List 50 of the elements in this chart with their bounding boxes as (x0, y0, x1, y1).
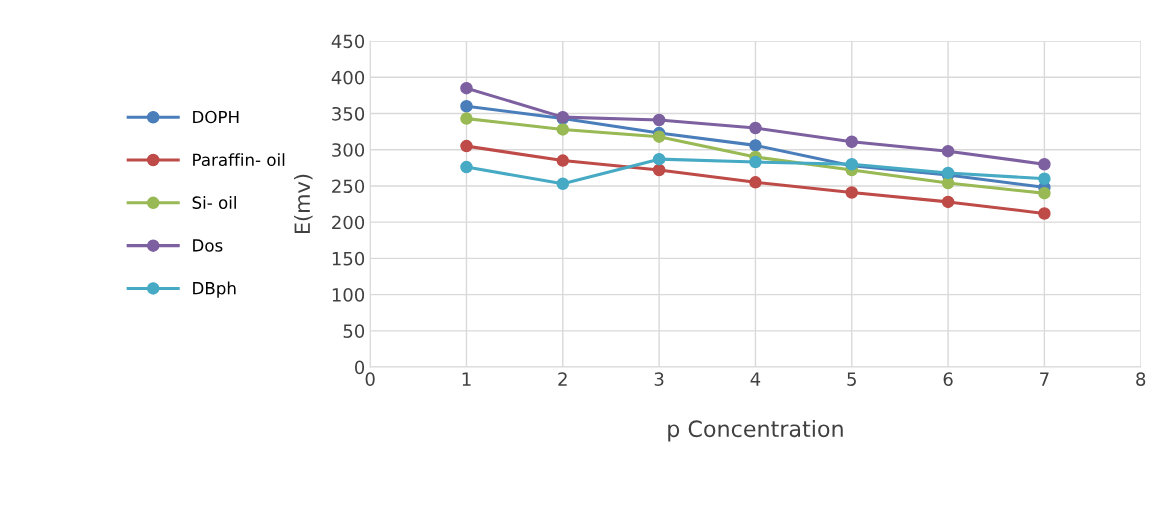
point (749, 155, 762, 169)
point (652, 113, 666, 127)
y-tick-label: 100 (332, 288, 365, 302)
point (556, 123, 570, 136)
x-tick-label: 6 (943, 372, 953, 386)
point (749, 121, 762, 135)
point (749, 176, 762, 189)
point (652, 130, 666, 143)
point (941, 144, 955, 158)
point (1038, 172, 1051, 185)
legend-label: Paraffin- oil (193, 153, 285, 167)
point (845, 186, 859, 199)
y-tick-label: 200 (332, 215, 365, 230)
point (749, 139, 762, 152)
x-tick-label: 5 (847, 372, 856, 386)
y-tick-label: 450 (331, 34, 365, 49)
x-tick-label: 3 (654, 372, 664, 386)
x-tick-label: 7 (1040, 372, 1049, 386)
x-tick-label: 2 (558, 372, 567, 386)
point (460, 160, 473, 174)
y-axis-title: E(mv) (294, 174, 313, 234)
y-tick-label: 50 (343, 324, 365, 338)
y-tick-label: 400 (331, 70, 365, 85)
point (460, 112, 473, 125)
y-tick-label: 350 (332, 106, 365, 121)
y-tick-label: 0 (354, 360, 365, 375)
point (652, 163, 666, 177)
point (845, 135, 859, 149)
point (460, 100, 473, 113)
y-tick-label: 250 (332, 179, 365, 194)
point (1038, 157, 1051, 171)
point (652, 152, 666, 166)
point (460, 81, 473, 95)
x-axis-title: p Concentration (668, 419, 843, 442)
x-tick-label: 0 (365, 372, 375, 386)
x-tick-label: 8 (1136, 372, 1146, 386)
legend-label: Si- oil (192, 196, 236, 209)
point (556, 177, 570, 191)
legend-label: DBph (193, 281, 236, 298)
point (941, 195, 955, 209)
x-tick-label: 1 (462, 372, 471, 386)
y-tick-label: 150 (332, 251, 365, 266)
y-tick-label: 300 (332, 143, 365, 157)
legend-label: Dos (193, 239, 223, 252)
x-tick-label: 4 (750, 372, 761, 386)
point (1038, 207, 1051, 220)
point (460, 139, 473, 153)
point (1038, 186, 1051, 200)
point (556, 154, 570, 167)
legend-label: DOPH (193, 110, 239, 124)
